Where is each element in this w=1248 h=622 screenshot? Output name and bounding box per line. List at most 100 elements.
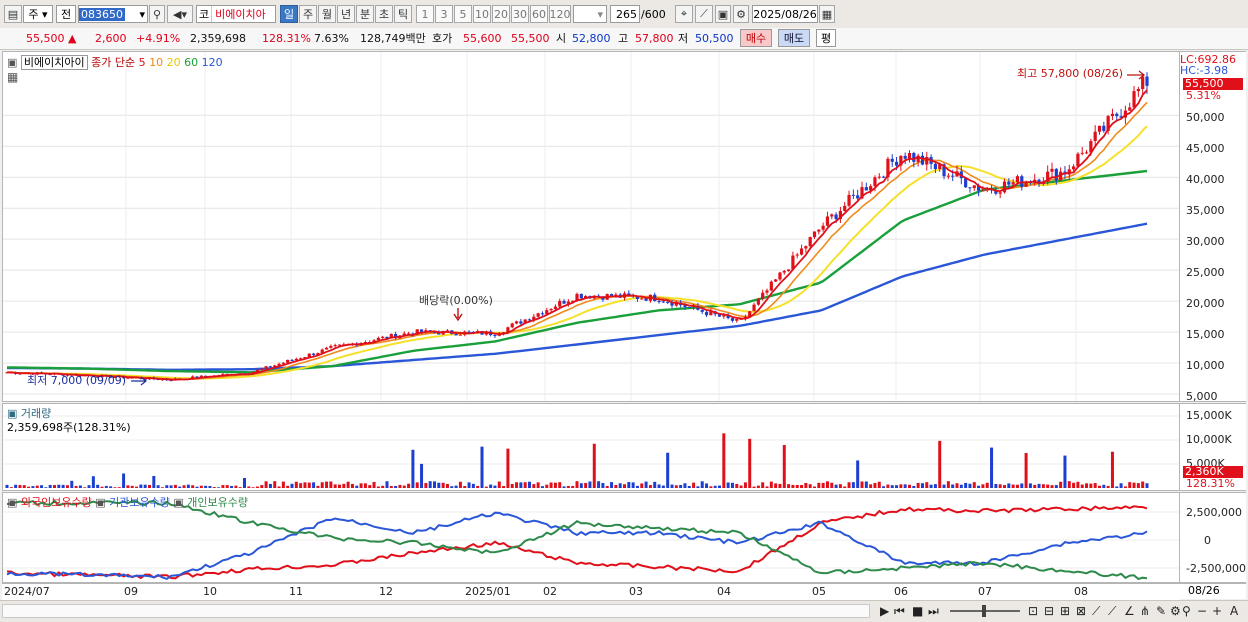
volume-bar bbox=[774, 483, 778, 488]
scroll-right-icon[interactable]: ▶ bbox=[880, 604, 890, 618]
num-button-120[interactable]: 120 bbox=[549, 5, 571, 23]
candle-body bbox=[687, 306, 691, 308]
num-button-10[interactable]: 10 bbox=[473, 5, 491, 23]
bottom-controls: ▶ ⏮ ■ ⏭ ⊡ ⊟ ⊞ ⊠ ⟋ ⟋ ∠ ⋔ ✎ ⚙ ⚲ − + A bbox=[0, 600, 1248, 622]
volume-bar bbox=[821, 482, 825, 488]
period-month-button[interactable]: 월 bbox=[318, 5, 336, 23]
volume-bar bbox=[376, 486, 380, 488]
plus-icon[interactable]: + bbox=[1212, 604, 1223, 618]
stock-name-label[interactable]: 비에이치아이 bbox=[20, 55, 88, 70]
fork-icon[interactable]: ⋔ bbox=[1140, 604, 1151, 618]
volume-bar bbox=[571, 485, 575, 488]
dividend-arrow bbox=[453, 308, 463, 322]
period-day-button[interactable]: 일 bbox=[280, 5, 298, 23]
forward-icon[interactable]: ⏭ bbox=[928, 604, 939, 618]
num-button-20[interactable]: 20 bbox=[492, 5, 510, 23]
candle-body bbox=[260, 368, 264, 370]
num-button-5[interactable]: 5 bbox=[454, 5, 472, 23]
period-week-button[interactable]: 주 bbox=[299, 5, 317, 23]
save-icon[interactable]: ▣ bbox=[715, 5, 731, 23]
settings-small-icon[interactable]: ⚙ bbox=[1170, 604, 1181, 618]
volume-bar bbox=[795, 484, 799, 488]
candle-body bbox=[1093, 131, 1097, 141]
scrollbar[interactable] bbox=[2, 604, 870, 618]
grid-icon[interactable]: ⊞ bbox=[1060, 604, 1071, 618]
line-icon[interactable]: ⟋ bbox=[1108, 604, 1117, 618]
table-icon[interactable]: ▦ bbox=[7, 70, 19, 84]
window-icon[interactable]: ▤ bbox=[4, 5, 22, 23]
candle-body bbox=[324, 347, 329, 350]
text-tool-icon[interactable]: ✎ bbox=[1156, 604, 1167, 618]
period-year-button[interactable]: 년 bbox=[337, 5, 355, 23]
minus-icon[interactable]: − bbox=[1197, 604, 1208, 618]
volume-bar bbox=[838, 484, 842, 488]
panel-icon[interactable]: ⊠ bbox=[1076, 604, 1087, 618]
candle-body bbox=[506, 327, 510, 333]
price-chart-panel[interactable]: ▣ 비에이치아이 종가 단순 5 10 20 60 120 ▦ 최고 57,80… bbox=[2, 51, 1180, 402]
num-button-3[interactable]: 3 bbox=[435, 5, 453, 23]
stop-icon[interactable]: ■ bbox=[912, 604, 924, 618]
date-input[interactable]: 2025/08/26 bbox=[752, 5, 818, 23]
price-axis: LC:692.86 HC:-3.98 55,500 5.31% 50,000 4… bbox=[1180, 51, 1246, 403]
candle-body bbox=[1132, 91, 1136, 108]
volume-bar bbox=[363, 483, 367, 488]
calendar-icon[interactable]: ▦ bbox=[819, 5, 835, 23]
holders-panel[interactable]: ▣ 외국인보유수량 ▣ 기관보유수량 ▣ 개인보유수량 bbox=[2, 492, 1180, 583]
volume-bar bbox=[523, 482, 527, 488]
code-dropdown-icon[interactable]: ▾ bbox=[139, 7, 145, 21]
custom-period-select[interactable]: ▾ bbox=[573, 5, 607, 23]
volume-bar bbox=[65, 485, 69, 488]
main-toolbar: ▤ 주 ▾ 전 083650 ▾ ⚲ ◀▾ 코 비에이치아 일 주 월 년 분 … bbox=[0, 0, 1248, 29]
period-tick-button[interactable]: 틱 bbox=[394, 5, 412, 23]
num-button-1[interactable]: 1 bbox=[416, 5, 434, 23]
volume-bar bbox=[679, 484, 683, 488]
volume-bar bbox=[1063, 455, 1067, 488]
stock-name-field[interactable]: 코 비에이치아 bbox=[196, 5, 276, 23]
period-second-button[interactable]: 초 bbox=[375, 5, 393, 23]
buy-button[interactable]: 매수 bbox=[740, 29, 772, 47]
rewind-icon[interactable]: ⏮ bbox=[894, 604, 905, 618]
volume-panel[interactable]: ▣ 거래량 2,359,698주(128.31%) bbox=[2, 403, 1180, 491]
volume-bar bbox=[320, 482, 324, 488]
font-icon[interactable]: A bbox=[1230, 604, 1239, 618]
zoom-slider-handle[interactable] bbox=[982, 605, 986, 617]
volume-bar bbox=[428, 481, 432, 488]
layout-icon[interactable]: ⊡ bbox=[1028, 604, 1039, 618]
angle-icon[interactable]: ∠ bbox=[1124, 604, 1135, 618]
volume-bar bbox=[977, 485, 981, 488]
search-icon[interactable]: ⚲ bbox=[149, 5, 165, 23]
split-icon[interactable]: ⊟ bbox=[1044, 604, 1055, 618]
count-input[interactable]: 265 bbox=[610, 5, 640, 23]
crosshair-icon[interactable]: ⌖ bbox=[675, 5, 693, 23]
volume-bar bbox=[515, 482, 519, 488]
candle-body bbox=[1084, 152, 1089, 154]
num-button-60[interactable]: 60 bbox=[530, 5, 548, 23]
stock-code-input[interactable]: 083650 ▾ bbox=[78, 5, 148, 23]
market-select[interactable]: 주 ▾ bbox=[23, 5, 53, 23]
zoom-icon[interactable]: ⚲ bbox=[1182, 604, 1191, 618]
period-minute-button[interactable]: 분 bbox=[356, 5, 374, 23]
volume-bar bbox=[251, 487, 255, 488]
candle-body bbox=[281, 362, 285, 364]
candle-body bbox=[881, 176, 886, 178]
avg-button[interactable]: 평 bbox=[816, 29, 836, 47]
volume-bar bbox=[165, 485, 169, 488]
volume-bar bbox=[433, 481, 436, 488]
trendline-icon[interactable]: ⟋ bbox=[695, 5, 713, 23]
num-button-30[interactable]: 30 bbox=[511, 5, 529, 23]
candle-body bbox=[735, 318, 739, 321]
candle-body bbox=[726, 315, 730, 319]
dividend-note: 배당락(0.00%) bbox=[419, 294, 493, 307]
volume-bar bbox=[281, 481, 285, 488]
draw-icon[interactable]: ⟋ bbox=[1092, 604, 1101, 618]
volume-bar bbox=[1128, 482, 1132, 488]
candle-body bbox=[942, 164, 946, 177]
candle-body bbox=[877, 176, 881, 178]
open-label: 시 bbox=[556, 32, 567, 45]
sound-icon[interactable]: ◀▾ bbox=[167, 5, 193, 23]
period-select[interactable]: 전 bbox=[56, 5, 76, 23]
candle-body bbox=[1007, 181, 1011, 185]
sell-button[interactable]: 매도 bbox=[778, 29, 810, 47]
gear-icon[interactable]: ⚙ bbox=[733, 5, 749, 23]
high-label: 고 bbox=[618, 32, 629, 45]
